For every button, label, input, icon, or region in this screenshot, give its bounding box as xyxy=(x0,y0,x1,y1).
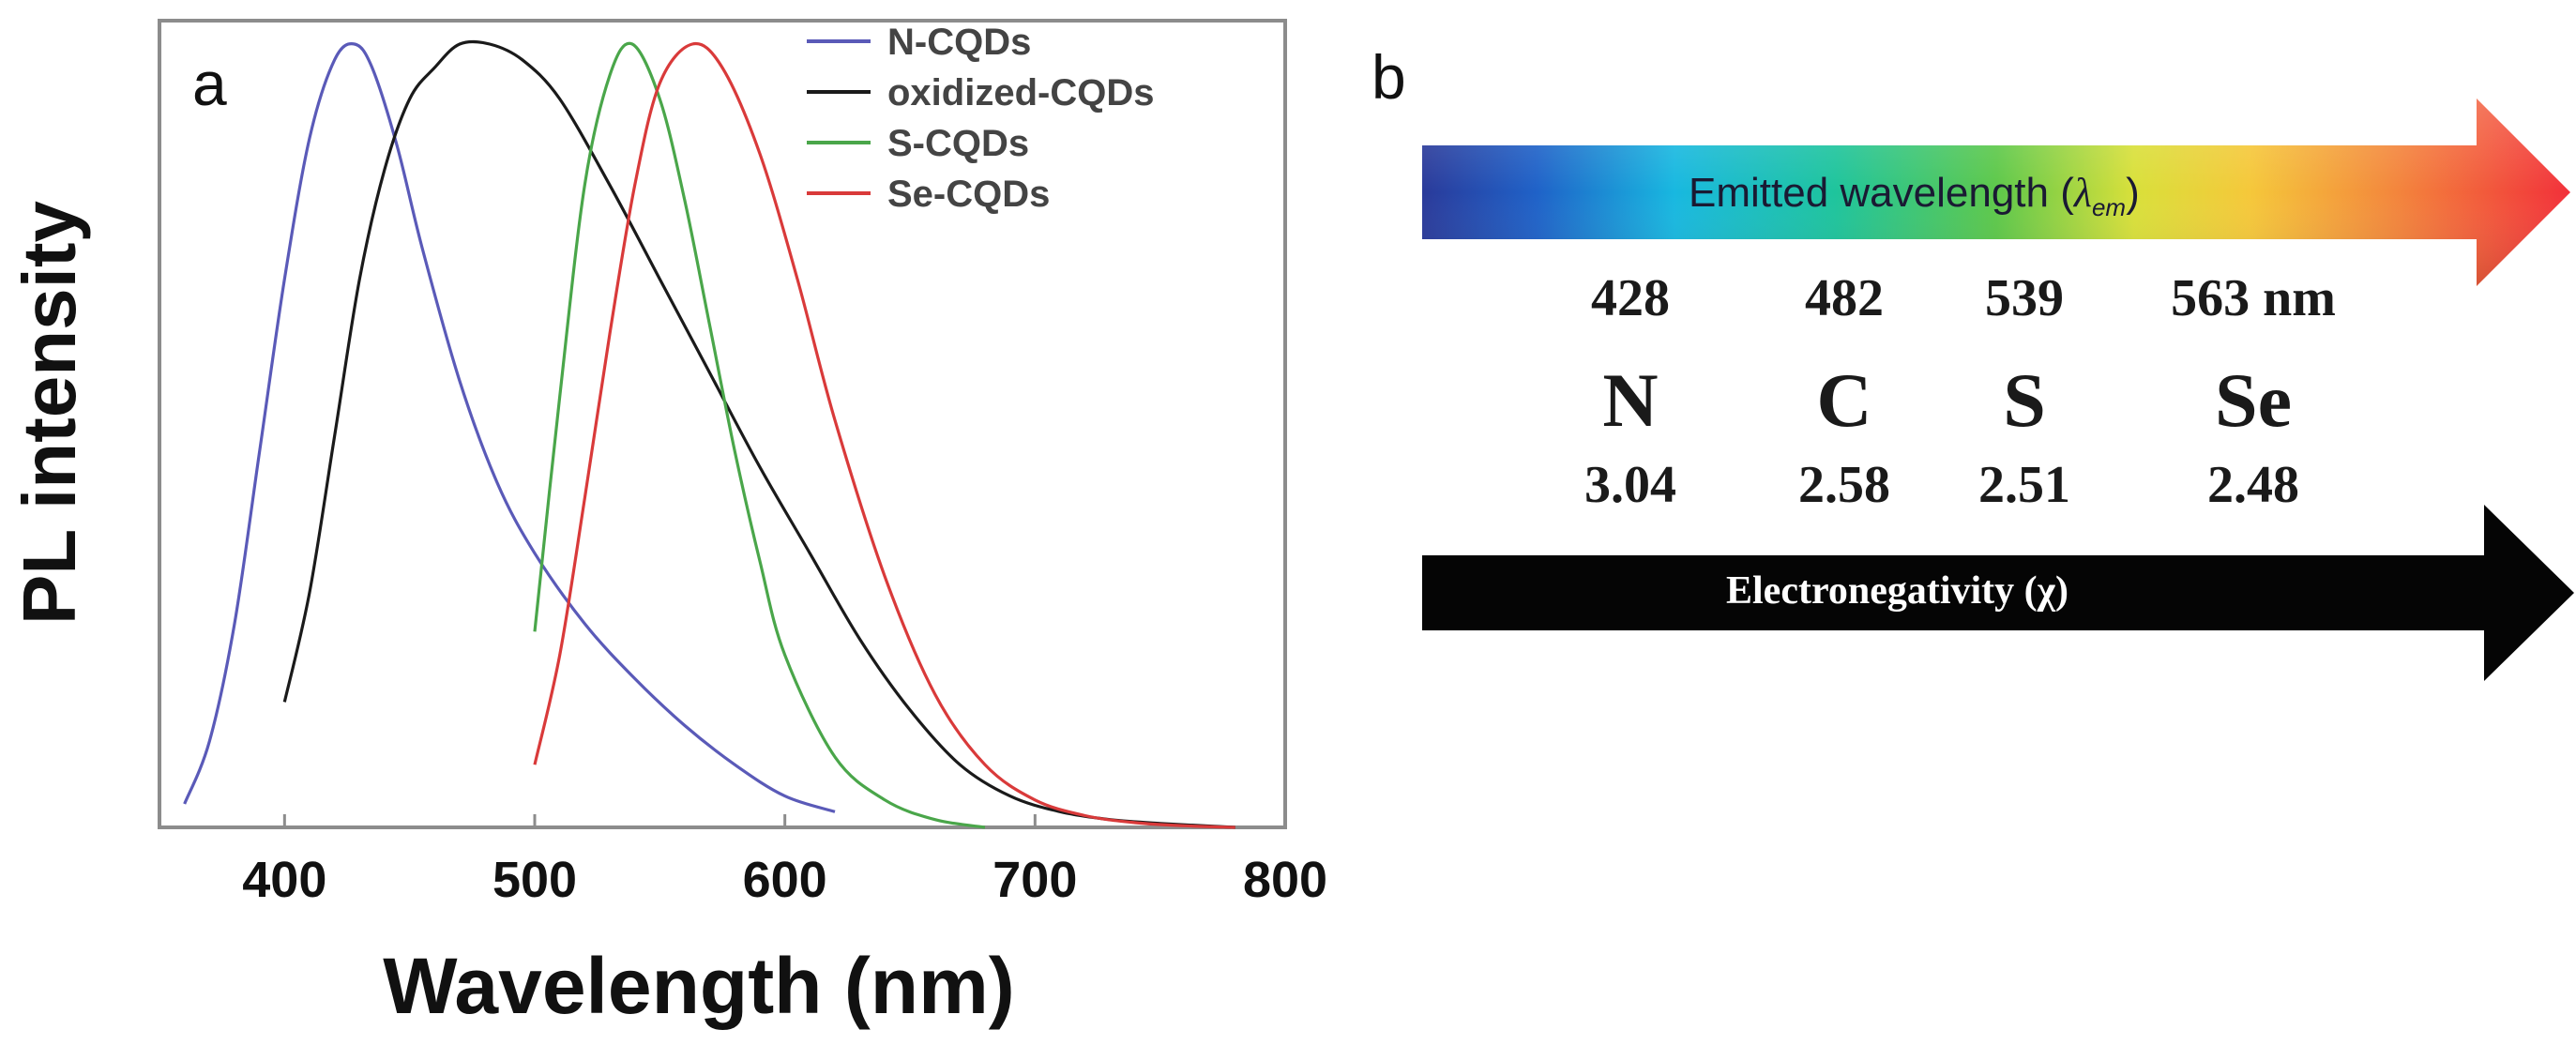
series-line-s-cqds xyxy=(533,41,986,829)
panel-a-label: a xyxy=(192,49,227,118)
element-symbol: C xyxy=(1816,357,1872,443)
series-layer xyxy=(183,39,1235,829)
electronegativity-arrow-label: Electronegativity (χ) xyxy=(1726,569,2069,613)
x-axis-label: Wavelength (nm) xyxy=(383,942,1015,1030)
emission-label-text: Emitted wavelength ( xyxy=(1689,170,2074,216)
emission-arrow-shading xyxy=(1422,98,2570,286)
y-axis-label: PL intensity xyxy=(8,201,91,625)
electronegativity-value: 2.51 xyxy=(1978,456,2070,514)
element-symbol: S xyxy=(2003,357,2046,443)
emission-arrow-label: Emitted wavelength (λem) xyxy=(1689,169,2140,222)
legend-label: S-CQDs xyxy=(887,123,1029,164)
emission-label-close: ) xyxy=(2126,170,2140,216)
legend-label: Se-CQDs xyxy=(887,174,1050,215)
legend-label: oxidized-CQDs xyxy=(887,72,1154,114)
x-tick-label: 700 xyxy=(993,852,1077,908)
series-line-n-cqds xyxy=(183,42,836,813)
wavelength-value: 482 xyxy=(1805,269,1884,327)
x-tick-label: 600 xyxy=(743,852,827,908)
electronegativity-value: 2.48 xyxy=(2207,456,2299,514)
x-tick-label: 500 xyxy=(492,852,577,908)
plot-frame xyxy=(158,19,1287,829)
electronegativity-value: 2.58 xyxy=(1798,456,1890,514)
wavelength-value: 563 nm xyxy=(2171,269,2336,327)
element-symbol: N xyxy=(1602,357,1659,443)
series-line-oxidized-cqds xyxy=(282,39,1235,829)
lambda-subscript: em xyxy=(2091,192,2127,221)
legend-label: N-CQDs xyxy=(887,22,1031,63)
pl-spectra-chart: 400 500 600 700 800 N-CQDs oxidized-CQDs S-CQD… xyxy=(8,19,1327,1030)
series-line-se-cqds xyxy=(533,41,1235,829)
plot-border xyxy=(158,19,1287,829)
x-tick-label: 400 xyxy=(242,852,326,908)
element-symbol: Se xyxy=(2215,357,2292,443)
axis-layer: 400 500 600 700 800 xyxy=(242,814,1327,908)
lambda-symbol: λ xyxy=(2073,170,2092,216)
legend: N-CQDs oxidized-CQDs S-CQDs Se-CQDs xyxy=(807,22,1154,215)
electronegativity-value: 3.04 xyxy=(1584,456,1676,514)
electronegativity-arrow xyxy=(1422,505,2574,681)
emission-arrow xyxy=(1422,98,2570,286)
wavelength-value: 428 xyxy=(1591,269,1670,327)
wavelength-value: 539 xyxy=(1985,269,2064,327)
x-tick-label: 800 xyxy=(1243,852,1327,908)
panel-b-label: b xyxy=(1371,42,1406,112)
